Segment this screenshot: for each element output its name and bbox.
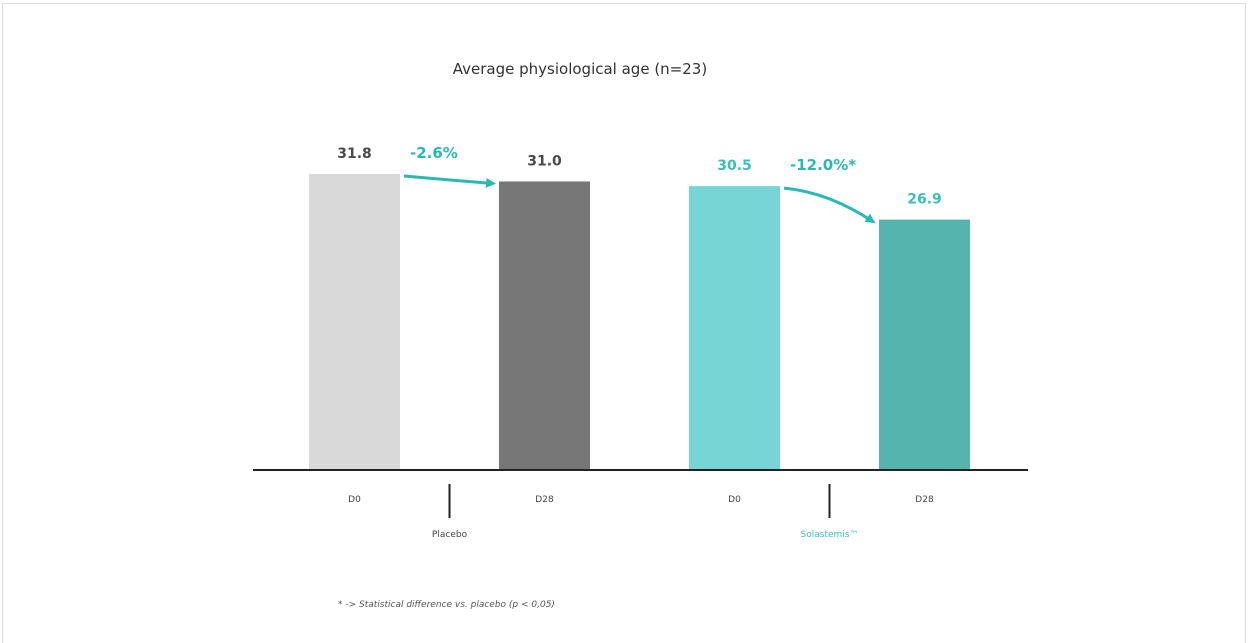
bar-1 xyxy=(309,174,400,470)
change-label-1: -2.6% xyxy=(410,144,458,162)
x-tick-label-2: D28 xyxy=(535,495,554,505)
value-label-2: 31.0 xyxy=(527,153,562,169)
chart-frame xyxy=(2,3,1246,643)
bar-4 xyxy=(879,219,970,470)
x-tick-label-3: D0 xyxy=(728,495,741,505)
change-arrow-2 xyxy=(783,186,876,224)
group-label-1: Placebo xyxy=(432,530,468,540)
value-label-4: 26.9 xyxy=(907,192,942,208)
change-arrow-1 xyxy=(403,174,496,188)
bar-2 xyxy=(499,181,590,470)
value-label-1: 31.8 xyxy=(337,146,372,162)
x-tick-label-1: D0 xyxy=(348,495,361,505)
group-label-2: Solastemis™ xyxy=(801,530,859,540)
bar-3 xyxy=(689,186,780,470)
x-tick-label-4: D28 xyxy=(915,495,934,505)
footnote: * -> Statistical difference vs. placebo … xyxy=(338,600,555,610)
change-label-2: -12.0%* xyxy=(790,156,856,174)
value-label-3: 30.5 xyxy=(717,158,752,174)
chart-title: Average physiological age (n=23) xyxy=(453,60,707,78)
